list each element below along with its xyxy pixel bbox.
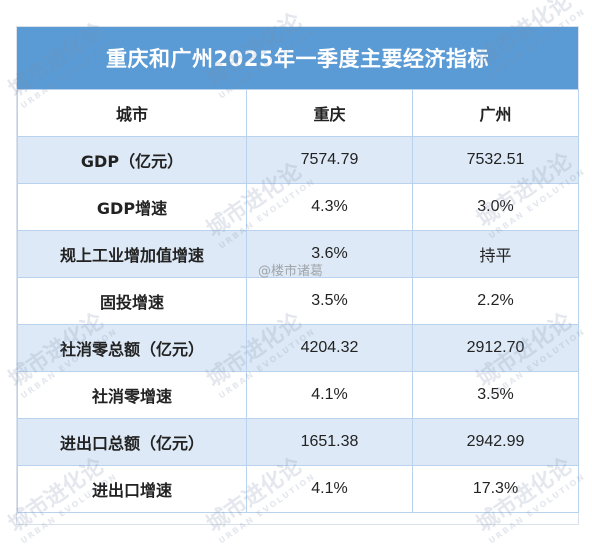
guangzhou-value: 7532.51 [412, 136, 579, 184]
row-label: 规上工业增加值增速 [17, 230, 247, 278]
chongqing-value: 1651.38 [246, 418, 413, 466]
table-title: 重庆和广州2025年一季度主要经济指标 [17, 27, 578, 89]
chongqing-value: 3.5% [246, 277, 413, 325]
row-label: 进出口总额（亿元） [17, 418, 247, 466]
indicator-table: 城市 重庆 广州 GDP（亿元） 7574.79 7532.51 GDP增速 4… [17, 89, 579, 513]
chongqing-value: 7574.79 [246, 136, 413, 184]
chongqing-value: 4.1% [246, 371, 413, 419]
guangzhou-value: 2942.99 [412, 418, 579, 466]
guangzhou-value: 2912.70 [412, 324, 579, 372]
header-city: 城市 [17, 89, 247, 137]
table-row: GDP（亿元） 7574.79 7532.51 [17, 136, 579, 184]
row-label: GDP增速 [17, 183, 247, 231]
indicator-table-card: 重庆和广州2025年一季度主要经济指标 城市 重庆 广州 GDP（亿元） 757… [16, 26, 579, 525]
guangzhou-value: 2.2% [412, 277, 579, 325]
row-label: 固投增速 [17, 277, 247, 325]
table-row: 进出口增速 4.1% 17.3% [17, 465, 579, 513]
guangzhou-value: 3.0% [412, 183, 579, 231]
guangzhou-value: 3.5% [412, 371, 579, 419]
guangzhou-value: 17.3% [412, 465, 579, 513]
table-row: 社消零增速 4.1% 3.5% [17, 371, 579, 419]
table-row: GDP增速 4.3% 3.0% [17, 183, 579, 231]
row-label: GDP（亿元） [17, 136, 247, 184]
header-chongqing: 重庆 [246, 89, 413, 137]
header-row: 城市 重庆 广州 [17, 89, 579, 137]
row-label: 进出口增速 [17, 465, 247, 513]
guangzhou-value: 持平 [412, 230, 579, 278]
table-row: 固投增速 3.5% 2.2% [17, 277, 579, 325]
header-guangzhou: 广州 [412, 89, 579, 137]
chongqing-value: 3.6% [246, 230, 413, 278]
chongqing-value: 4.3% [246, 183, 413, 231]
row-label: 社消零总额（亿元） [17, 324, 247, 372]
table-row: 进出口总额（亿元） 1651.38 2942.99 [17, 418, 579, 466]
table-row: 社消零总额（亿元） 4204.32 2912.70 [17, 324, 579, 372]
row-label: 社消零增速 [17, 371, 247, 419]
table-row: 规上工业增加值增速 3.6% 持平 [17, 230, 579, 278]
chongqing-value: 4204.32 [246, 324, 413, 372]
chongqing-value: 4.1% [246, 465, 413, 513]
